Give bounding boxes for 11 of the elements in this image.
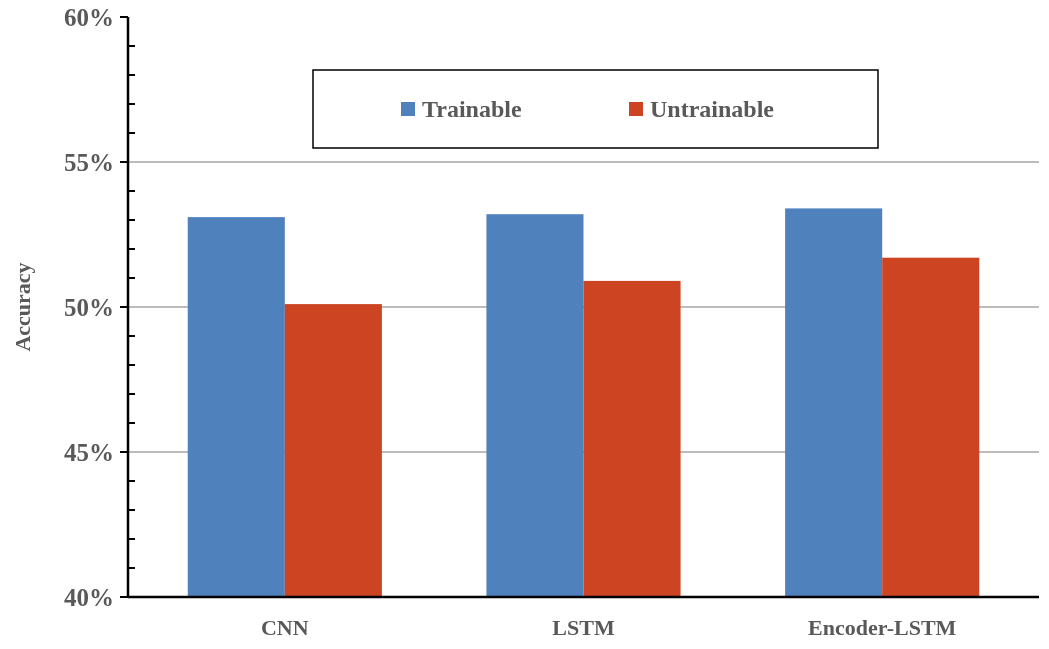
y-tick-label: 50% [64,293,114,321]
y-tick-label: 60% [64,3,114,31]
y-tick-label: 45% [64,438,114,466]
y-tick-label: 40% [64,583,114,611]
legend-label: Untrainable [650,96,775,123]
y-tick-label: 55% [64,148,114,176]
y-axis-title: Accuracy [10,262,35,352]
x-tick-label: CNN [260,615,309,640]
x-tick-label: LSTM [552,615,615,640]
x-tick-label: Encoder-LSTM [808,615,957,640]
legend-label: Trainable [422,96,522,123]
